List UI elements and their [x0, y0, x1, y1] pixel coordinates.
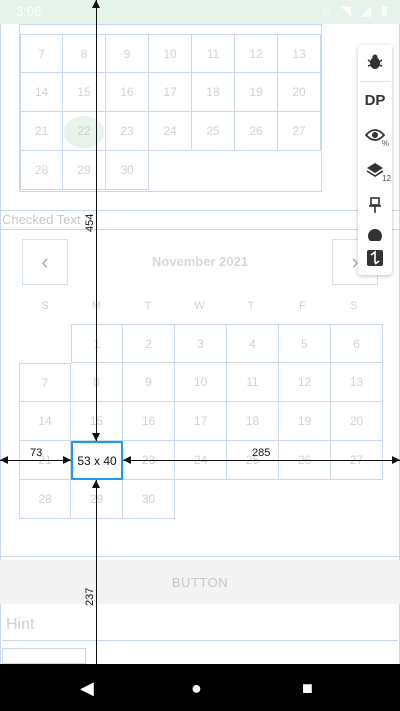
eye-icon[interactable]: %	[358, 120, 392, 150]
layers-icon[interactable]: 12	[358, 155, 392, 185]
calendar-day-cell[interactable]: 14	[20, 73, 63, 112]
chevron-left-icon: ‹	[41, 249, 49, 274]
calendar-day-cell[interactable]: 24	[149, 112, 192, 151]
weekday-label: S	[41, 300, 49, 312]
toolbar-divider	[360, 81, 390, 82]
signal-icon: ◢	[360, 3, 371, 18]
weekday-label: T	[144, 300, 152, 312]
partial-widget[interactable]	[2, 648, 86, 664]
input-underline	[2, 640, 398, 641]
calendar-day-cell[interactable]: 21	[20, 112, 63, 151]
button[interactable]: BUTTON	[0, 560, 400, 604]
calendar-day-cell[interactable]: 8	[71, 363, 123, 402]
measure-line-horizontal	[0, 460, 400, 461]
calendar-day-cell[interactable]: 16	[123, 402, 175, 441]
calendar-day-cell[interactable]: 19	[279, 402, 331, 441]
system-nav-bar: ◀ ● ■	[0, 664, 400, 711]
bug-icon[interactable]	[358, 47, 392, 77]
status-icons: ⦸ ◥ ◢ ▮	[322, 3, 388, 19]
calendar-day-cell[interactable]: 20	[278, 73, 321, 112]
calendar-day-cell[interactable]: 15	[71, 402, 123, 441]
calendar-day-cell[interactable]: 26	[235, 112, 278, 151]
calendar-day-cell[interactable]: 15	[63, 73, 106, 112]
calendar-day-cell[interactable]: 28	[19, 480, 71, 519]
calendar-day-cell[interactable]: 23	[106, 112, 149, 151]
frame-line	[0, 24, 1, 664]
calendar-day-cell[interactable]: 27	[278, 112, 321, 151]
recents-icon[interactable]: ■	[302, 678, 313, 698]
hint-edit-text[interactable]: Hint	[2, 606, 398, 642]
calendar-day-cell[interactable]: 25	[192, 112, 235, 151]
calendar-day-cell[interactable]: 13	[278, 34, 321, 73]
dp-toggle[interactable]: DP	[364, 91, 386, 109]
notifications-off-icon: ⦸	[322, 3, 331, 18]
divider	[0, 229, 400, 230]
pin-icon[interactable]	[358, 190, 392, 220]
calendar-day-cell[interactable]: 14	[19, 402, 71, 441]
calendar-day-cell[interactable]: 2	[123, 324, 175, 363]
battery-icon: ▮	[380, 3, 388, 18]
calendar-day-cell[interactable]: 19	[235, 73, 278, 112]
calendar-day-cell[interactable]: 18	[227, 402, 279, 441]
calendar-day-cell[interactable]: 29	[71, 480, 123, 519]
eye-sub: %	[381, 139, 389, 148]
info-icon[interactable]	[358, 223, 392, 241]
calendar-day-cell[interactable]: 30	[123, 480, 175, 519]
calendar-day-cell[interactable]: 5	[279, 324, 331, 363]
selected-day-highlight	[64, 116, 104, 148]
hint-placeholder: Hint	[6, 616, 35, 633]
checked-text-view[interactable]: Checked Text	[2, 212, 81, 227]
calendar-day-cell[interactable]: 7	[19, 363, 71, 402]
weekday-label: F	[299, 300, 306, 312]
prev-month-button[interactable]: ‹	[22, 239, 68, 285]
calendar-day-cell[interactable]: 3	[175, 324, 227, 363]
measure-bottom-label: 237	[84, 587, 96, 606]
weekday-label: S	[350, 300, 358, 312]
calendar-day-cell[interactable]: 12	[235, 34, 278, 73]
calendar-day-cell[interactable]: 29	[63, 151, 106, 190]
calendar-day-cell[interactable]: 6	[331, 324, 383, 363]
month-title: November 2021	[151, 254, 249, 269]
calendar-day-cell[interactable]: 10	[175, 363, 227, 402]
calendar-day-cell[interactable]: 1	[71, 324, 123, 363]
chevron-right-icon: ›	[351, 249, 359, 274]
calendar-day-cell[interactable]: 4	[227, 324, 279, 363]
calendar-day-cell[interactable]: 11	[192, 34, 235, 73]
calendar-day-cell[interactable]: 10	[149, 34, 192, 73]
calendar-day-cell[interactable]: 8	[63, 34, 106, 73]
calendar-day-cell[interactable]: 17	[175, 402, 227, 441]
calendar-day-cell[interactable]: 12	[279, 363, 331, 402]
calendar-day-cell[interactable]: 18	[192, 73, 235, 112]
calendar-day-cell[interactable]: 30	[106, 151, 149, 190]
calendar-day-cell[interactable]: 7	[20, 34, 63, 73]
layers-sub: 12	[382, 174, 391, 183]
measure-right-label: 285	[252, 447, 271, 459]
weekday-label: T	[247, 300, 255, 312]
calendar-day-cell[interactable]: 22	[63, 112, 106, 151]
calendar-day-cell[interactable]: 13	[331, 363, 383, 402]
top-calendar-frame	[19, 24, 322, 192]
calendar-day-cell[interactable]: 28	[20, 151, 63, 190]
calendar-day-cell[interactable]: 17	[149, 73, 192, 112]
selected-view-size-box[interactable]: 53 x 40	[71, 441, 123, 480]
wifi-icon: ◥	[340, 3, 351, 18]
calendar-day-cell[interactable]: 11	[227, 363, 279, 402]
calendar-day-cell[interactable]: 9	[106, 34, 149, 73]
swap-icon[interactable]	[358, 243, 392, 273]
calendar-day-cell[interactable]: 16	[106, 73, 149, 112]
calendar-day-cell[interactable]: 20	[331, 402, 383, 441]
measure-top-label: 454	[84, 213, 96, 232]
status-time: 3:06	[16, 4, 42, 19]
home-icon[interactable]: ●	[191, 678, 202, 698]
next-month-button[interactable]: ›	[332, 239, 378, 285]
measure-line-vertical	[96, 0, 97, 664]
status-bar: 3:06 ⦸ ◥ ◢ ▮	[0, 0, 400, 24]
calendar-day-cell[interactable]: 9	[123, 363, 175, 402]
measure-left-label: 73	[30, 447, 43, 459]
weekday-label: W	[194, 300, 205, 312]
divider	[0, 210, 400, 211]
debug-toolbar: DP % 12	[358, 45, 392, 275]
back-icon[interactable]: ◀	[80, 678, 94, 698]
frame-line	[0, 556, 400, 557]
